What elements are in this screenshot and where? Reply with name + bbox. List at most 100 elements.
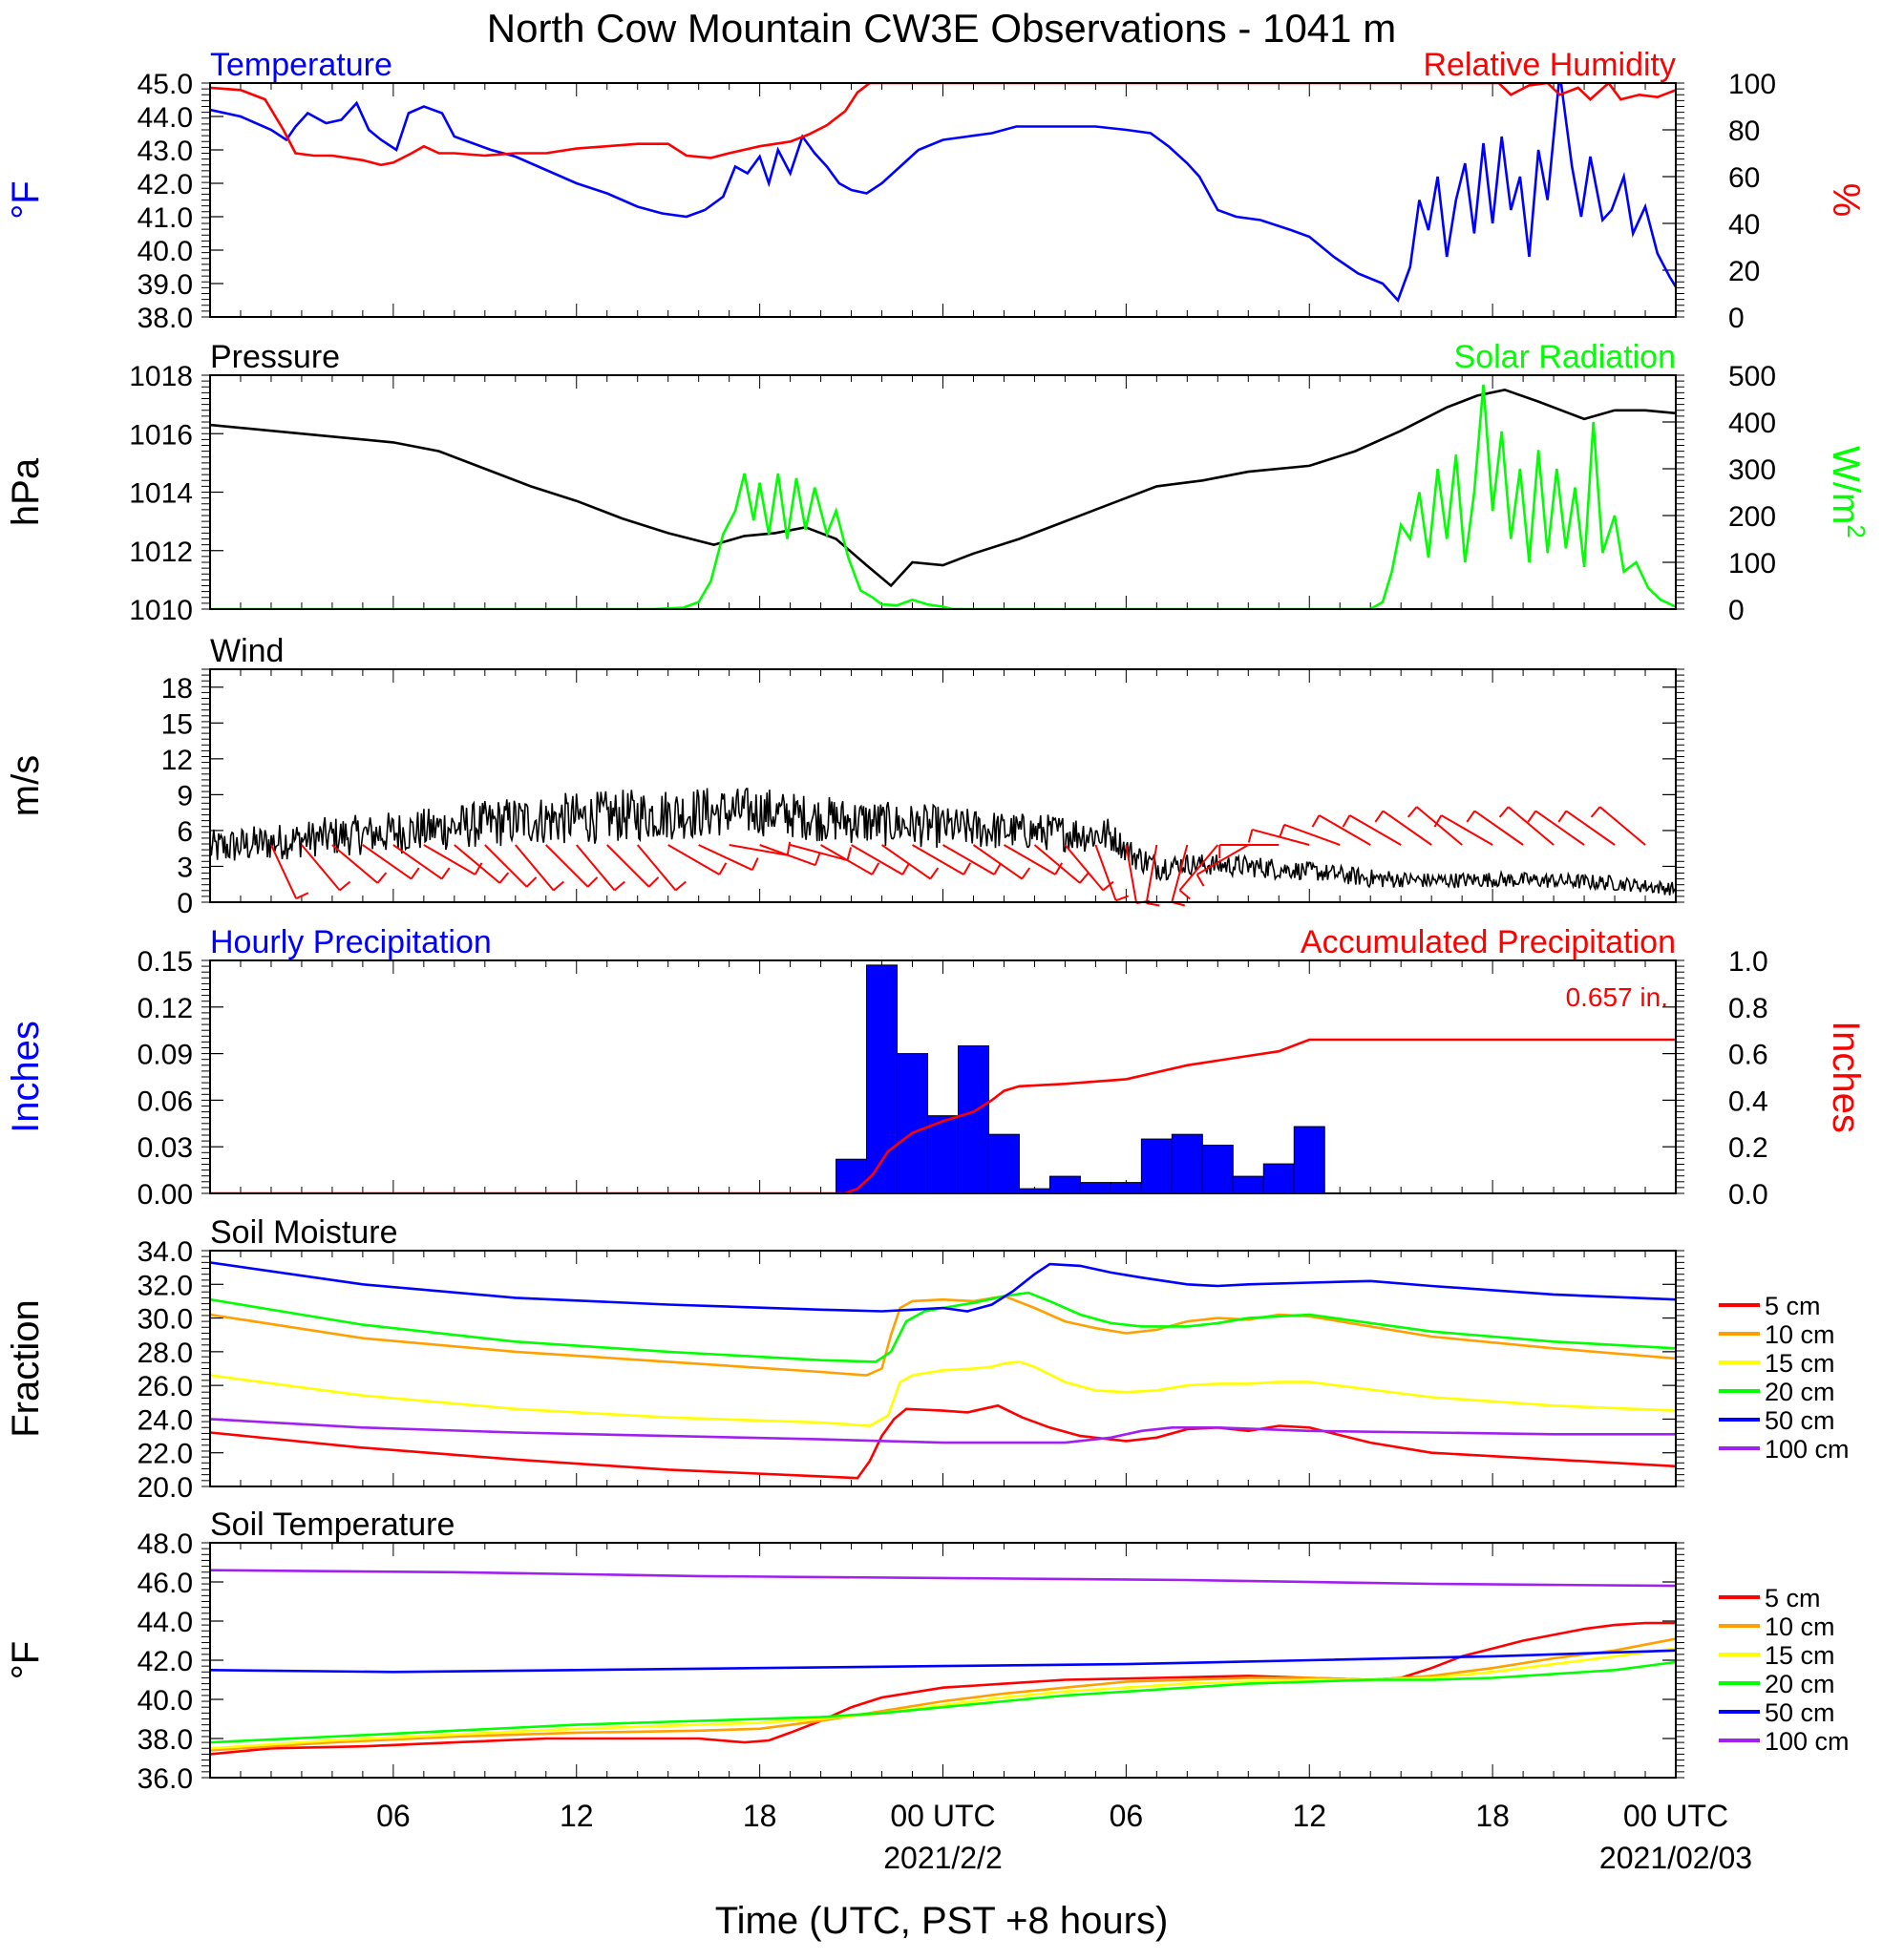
y-axis-label-left: °F <box>5 1641 47 1679</box>
wind-barb <box>301 844 341 892</box>
wind-barb-flag <box>1102 880 1114 892</box>
wind-barb-flag <box>1279 824 1285 838</box>
panel-5: 48.0 46.0 44.0 42.0 40.0 38.0 36.0 Soil Tempera… <box>5 1507 1850 1795</box>
panel-3: 0.15 0.12 0.09 0.06 0.03 0.00 1.0 0.8 0.6 0.4 0.2 0… <box>5 924 1867 1211</box>
y-tick-label: 12 <box>161 745 193 776</box>
series-line <box>210 1637 1676 1752</box>
wind-barb <box>1178 844 1219 892</box>
series-line <box>210 1418 1676 1444</box>
wind-barb <box>484 844 528 888</box>
y-right-tick-label: 100 <box>1728 548 1776 580</box>
y-tick-label: 0.12 <box>138 993 193 1024</box>
precip-total: 0.657 in. <box>1566 982 1668 1012</box>
y-tick-label: 6 <box>177 816 193 848</box>
series-line <box>210 1360 1676 1427</box>
y-tick-label: 46.0 <box>138 1568 193 1599</box>
series-line <box>210 1403 1676 1480</box>
y-tick-label: 1016 <box>129 419 193 451</box>
wind-barb-flag <box>846 847 853 861</box>
series-line <box>210 1647 1676 1750</box>
figure-title: North Cow Mountain CW3E Observations - 1… <box>487 6 1396 51</box>
wind-barb-flag <box>901 862 911 875</box>
y-tick-label: 34.0 <box>138 1236 193 1268</box>
x-date-label: 2021/02/03 <box>1599 1841 1752 1875</box>
y-tick-label: 43.0 <box>138 136 193 167</box>
y-right-tick-label: 500 <box>1728 361 1776 392</box>
wind-barb-flag <box>1195 874 1205 887</box>
y-right-tick-label: 200 <box>1728 501 1776 533</box>
x-tick-label: 06 <box>376 1799 411 1833</box>
wind-barb <box>1598 806 1646 846</box>
wind-barb-flag <box>674 880 687 892</box>
precip-bar <box>1293 1126 1325 1194</box>
wind-barb <box>606 844 650 888</box>
y-right-tick-label: 60 <box>1728 162 1760 194</box>
series-line <box>210 1261 1676 1313</box>
wind-barb <box>1348 814 1402 846</box>
y-tick-label: 0.03 <box>138 1132 193 1164</box>
y-axis-label-left: °F <box>5 180 47 219</box>
time-axis: 06 12 18 00 UTC 06 12 18 00 UTC 2021/2/2 2021/02/… <box>376 1799 1752 1875</box>
x-date-label: 2021/2/2 <box>883 1841 1003 1875</box>
x-tick-label: 18 <box>743 1799 777 1833</box>
y-tick-label: 41.0 <box>138 202 193 234</box>
panels: 45.044.043.042.041.040.039.038.010080604… <box>5 47 1871 1795</box>
wind-barb <box>729 844 788 856</box>
y-tick-label: 0.15 <box>138 946 193 978</box>
y-tick-label: 44.0 <box>138 102 193 134</box>
panel-frame <box>209 374 1677 610</box>
legend-label: 15 cm <box>1765 1349 1835 1378</box>
wind-barb <box>1565 810 1616 846</box>
y-tick-label: 0 <box>177 888 193 919</box>
series-line <box>210 1621 1676 1756</box>
series-line <box>210 1291 1676 1363</box>
legend-label: 15 cm <box>1765 1641 1835 1670</box>
precip-bar <box>1079 1182 1111 1194</box>
wind-barb-flag <box>751 857 759 871</box>
panel-title-left: Soil Temperature <box>210 1507 455 1543</box>
series-line <box>210 83 1676 303</box>
wind-barb <box>790 844 848 862</box>
wind-barb <box>1145 844 1158 904</box>
wind-barb-flag <box>1115 895 1130 902</box>
panel-frame <box>209 959 1677 1194</box>
x-tick-label: 18 <box>1475 1799 1510 1833</box>
panel-title-left: Hourly Precipitation <box>210 924 492 960</box>
legend-label: 50 cm <box>1765 1698 1835 1727</box>
wind-barb-flag <box>525 876 538 888</box>
y-tick-label: 22.0 <box>138 1439 193 1470</box>
y-tick-label: 18 <box>161 673 193 705</box>
series-line <box>210 83 1676 167</box>
wind-barb <box>1125 844 1138 904</box>
panel-frame <box>209 1542 1677 1779</box>
panel-title-right: Accumulated Precipitation <box>1301 924 1676 960</box>
precip-bar <box>1110 1182 1142 1194</box>
panel-title-left: Soil Moisture <box>210 1214 398 1251</box>
wind-barb-flag <box>1342 814 1351 828</box>
legend-label: 20 cm <box>1765 1378 1835 1406</box>
precip-bar <box>897 1053 929 1194</box>
wind-barb-flag <box>1079 872 1090 884</box>
y-tick-label: 1018 <box>129 361 193 392</box>
x-tick-label: 00 UTC <box>1623 1799 1728 1833</box>
wind-barb <box>270 844 298 899</box>
wind-barb-flag <box>814 852 821 866</box>
panel-frame <box>209 1250 1677 1487</box>
wind-barb <box>880 844 931 880</box>
legend-label: 100 cm <box>1765 1435 1850 1464</box>
y-right-tick-label: 0 <box>1728 303 1745 334</box>
wind-barb <box>972 844 1023 880</box>
y-tick-label: 32.0 <box>138 1270 193 1301</box>
wind-barb-flag <box>963 862 972 875</box>
panel-4: 34.032.030.028.026.024.022.020.0 Soil Moi… <box>5 1214 1850 1504</box>
wind-barb-flag <box>1374 810 1385 823</box>
wind-barb <box>545 844 589 888</box>
panel-0: 45.044.043.042.041.040.039.038.0 100 80 60 4… <box>5 47 1867 334</box>
y-axis-label-right: % <box>1825 183 1867 218</box>
y-axis-label-left: Inches <box>5 1021 47 1133</box>
wind-barb <box>1094 844 1117 901</box>
wind-barb <box>1003 844 1056 875</box>
wind-barb-flag <box>1498 806 1510 818</box>
y-axis-label-superscript: 2 <box>1842 524 1871 537</box>
y-right-tick-label: 0.4 <box>1728 1085 1768 1117</box>
